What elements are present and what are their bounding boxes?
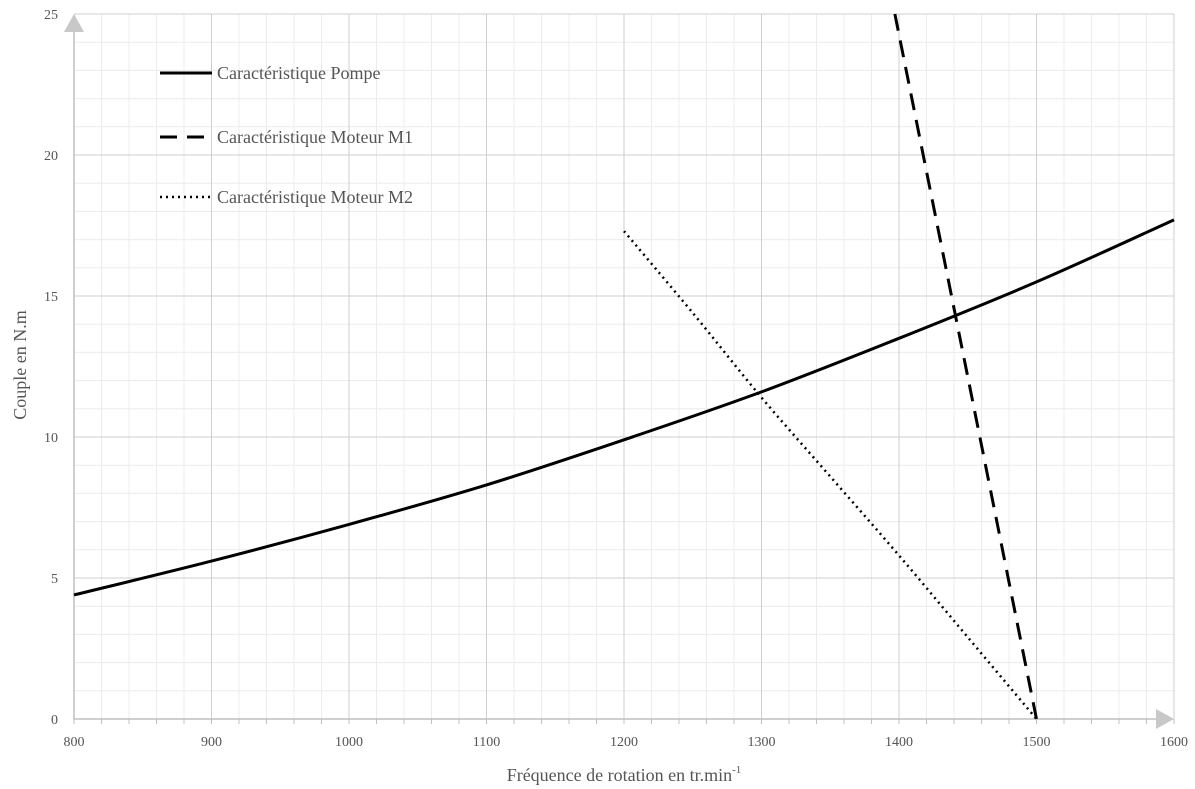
y-tick-label: 0: [51, 713, 58, 728]
y-tick-label: 10: [44, 431, 58, 446]
series-line-3: [623, 230, 1038, 720]
legend-label-3: Caractéristique Moteur M2: [217, 187, 413, 207]
y-axis-title: Couple en N.m: [10, 310, 30, 420]
x-tick-label: 1400: [885, 735, 913, 750]
y-tick-labels: 0 5 10 15 20 25: [44, 8, 58, 728]
x-tick-label: 800: [64, 735, 85, 750]
x-tick-label: 1600: [1160, 735, 1188, 750]
y-axis-arrow-icon: [64, 14, 84, 32]
legend-label-1: Caractéristique Pompe: [217, 63, 380, 83]
axes: [64, 14, 1175, 729]
x-axis-title-text: Fréquence de rotation en tr.min: [507, 765, 732, 785]
y-tick-label: 15: [44, 290, 58, 305]
x-tick-label: 900: [201, 735, 222, 750]
y-tick-label: 5: [51, 572, 58, 587]
x-tick-labels: 800 900 1000 1100 1200 1300 1400 1500 1600: [64, 735, 1189, 750]
x-axis-arrow-icon: [1156, 709, 1174, 729]
y-tick-label: 25: [44, 8, 58, 23]
grid-major: [74, 13, 1175, 719]
x-tick-label: 1000: [335, 735, 363, 750]
x-tick-label: 1100: [473, 735, 500, 750]
x-tick-label: 1300: [748, 735, 776, 750]
x-axis-title: Fréquence de rotation en tr.min-1: [507, 764, 742, 785]
x-tick-label: 1500: [1023, 735, 1051, 750]
x-axis-title-superscript: -1: [732, 764, 741, 776]
y-tick-label: 20: [44, 149, 58, 164]
series-lines: [73, 13, 1175, 720]
legend: Caractéristique Pompe Caractéristique Mot…: [160, 63, 413, 207]
legend-label-2: Caractéristique Moteur M1: [217, 127, 413, 147]
series-line-1: [73, 218, 1175, 597]
series-line-2: [893, 13, 1038, 720]
x-tick-label: 1200: [610, 735, 638, 750]
